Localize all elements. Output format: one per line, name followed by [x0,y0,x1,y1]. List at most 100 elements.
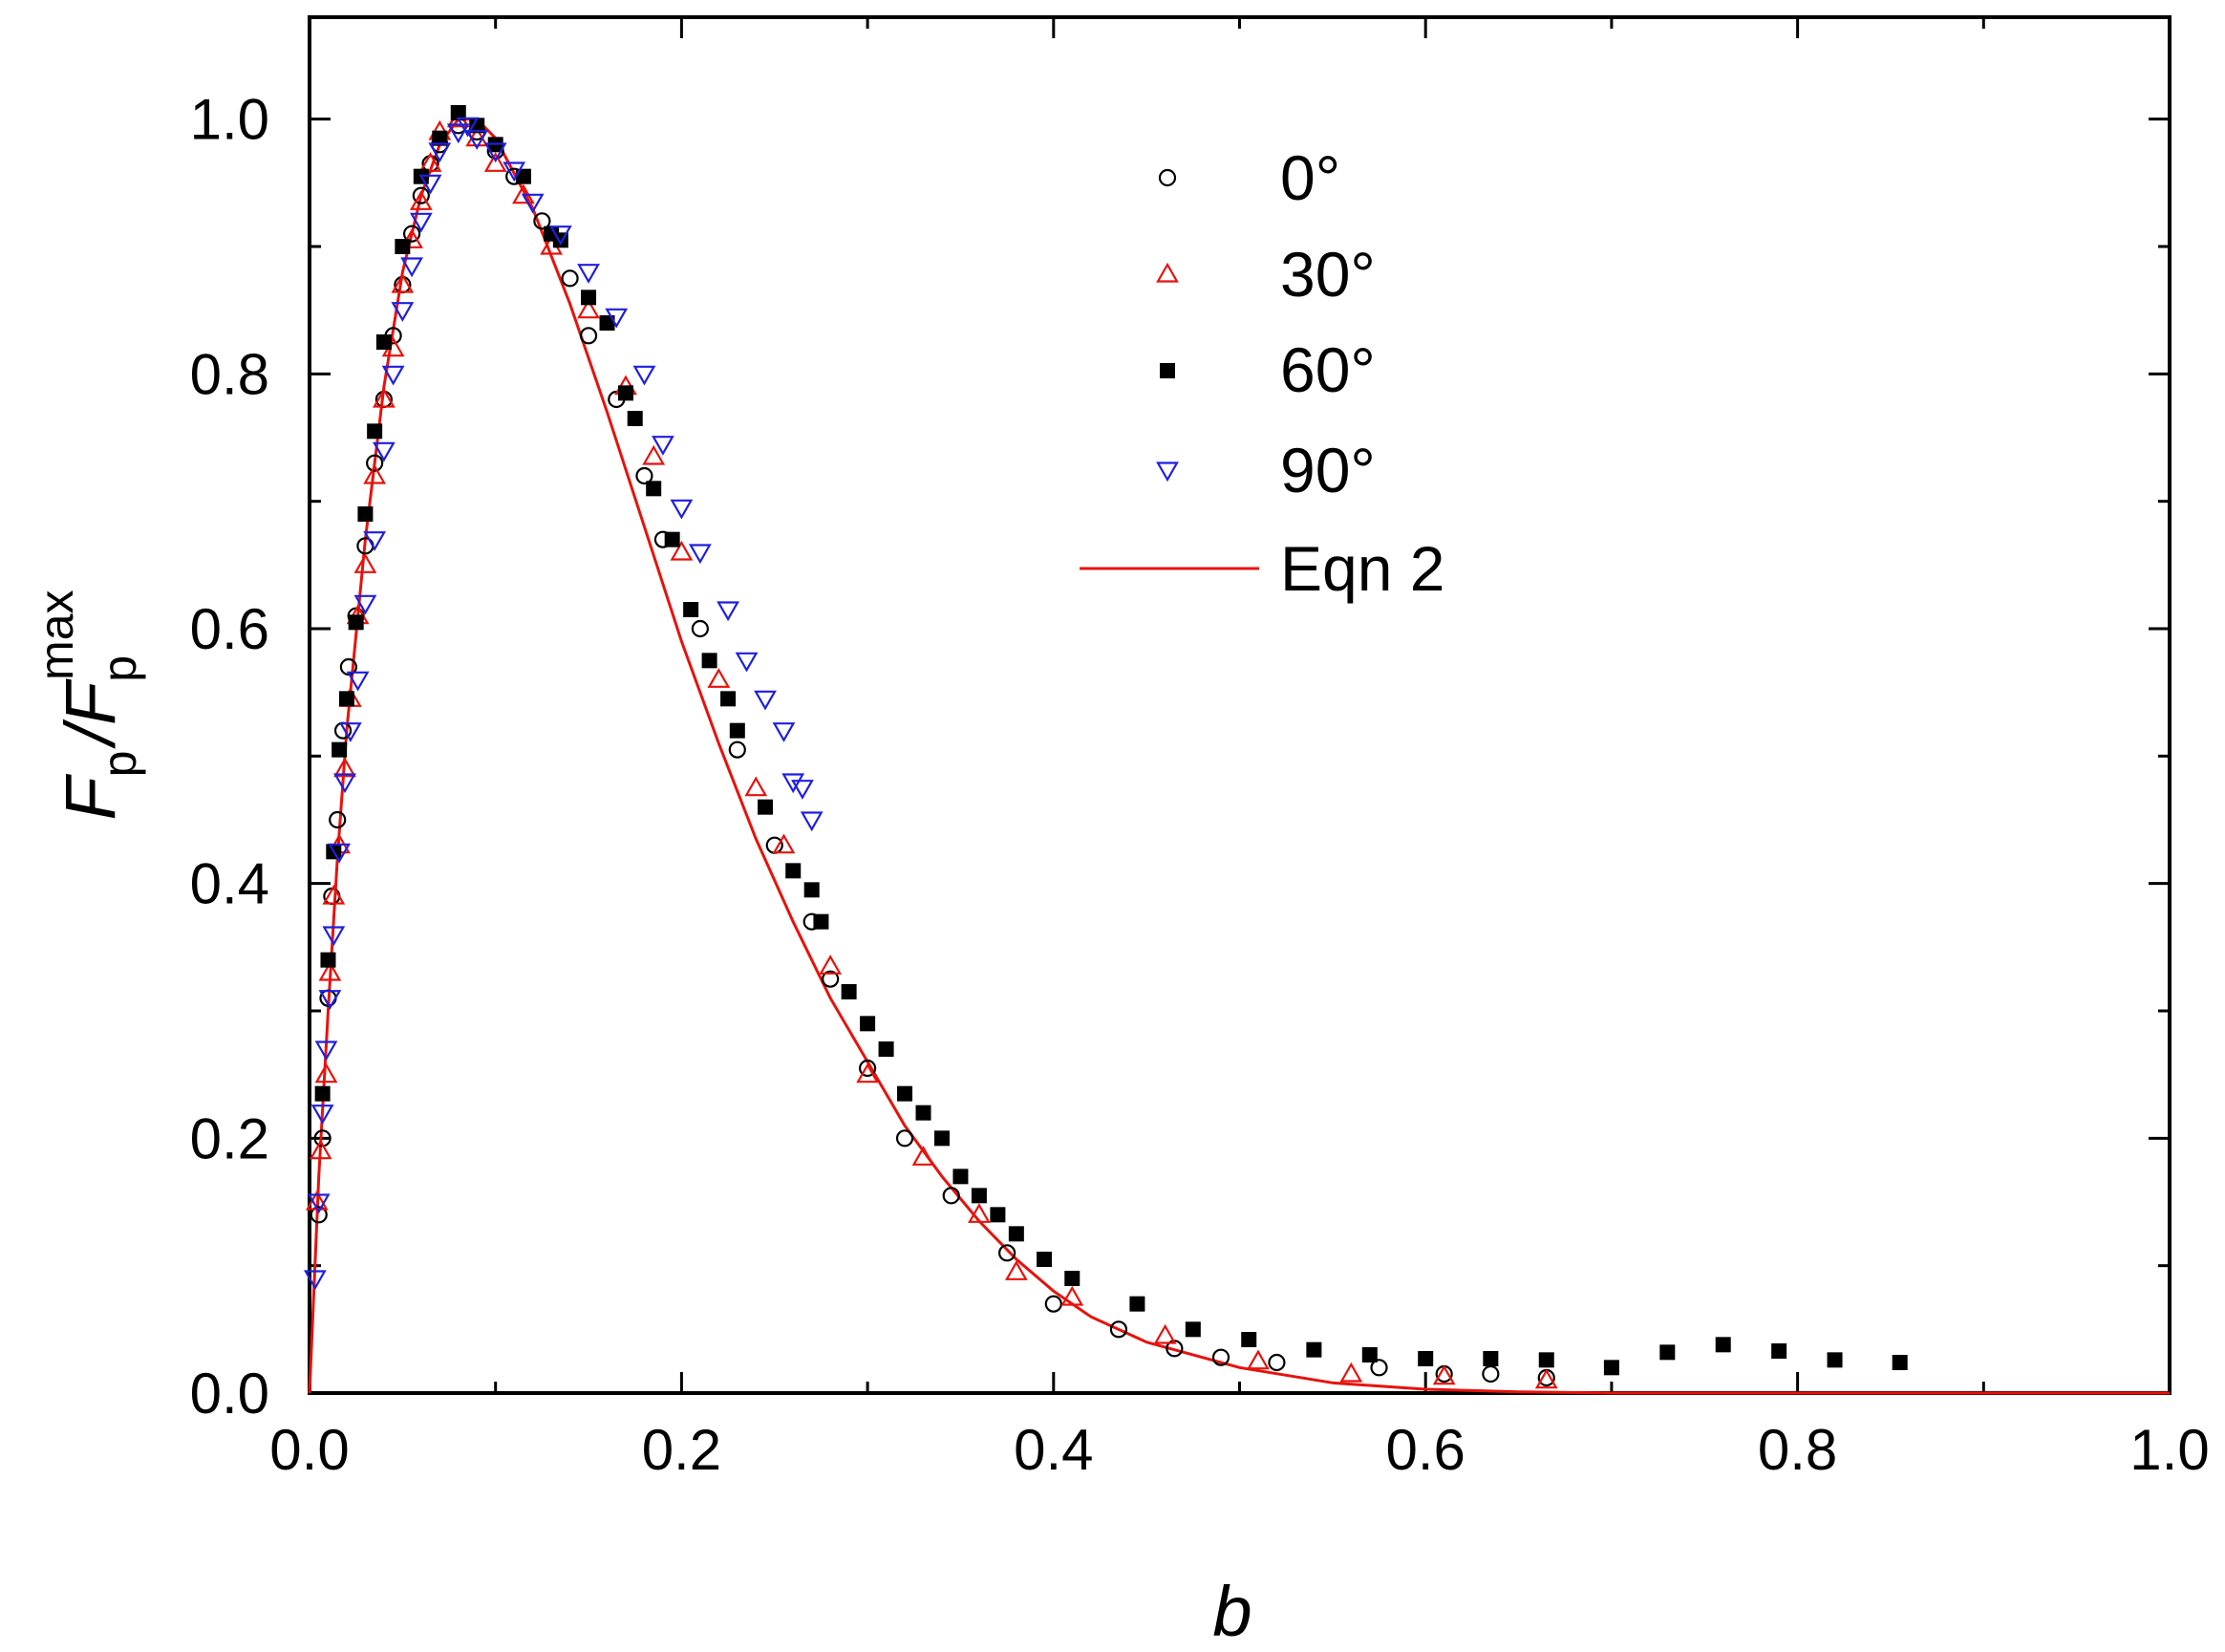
y-title-sub-2: p [93,655,146,682]
data-point-0 [561,269,579,288]
data-point-1 [819,955,843,975]
data-point-0 [1482,1364,1500,1384]
data-point-2 [450,105,466,120]
data-point-3 [503,161,526,182]
data-point-0 [579,327,598,345]
data-point-2 [878,1041,894,1057]
data-point-1 [483,152,507,172]
data-point-2 [646,481,662,497]
data-point-3 [346,671,370,692]
data-point-2 [469,118,485,134]
data-point-2 [952,1169,969,1185]
data-point-3 [521,193,545,214]
data-point-0 [402,225,421,243]
markers [303,105,1908,1389]
x-tick-label: 0.2 [642,1418,721,1482]
data-point-1 [333,757,356,778]
data-point-3 [307,1193,331,1214]
x-tick-label: 1.0 [2129,1418,2209,1482]
data-point-0 [1109,1320,1128,1339]
data-point-2 [617,385,633,401]
data-point-1 [1432,1364,1456,1385]
data-point-0 [310,1206,328,1224]
data-point-2 [1827,1352,1843,1368]
data-point-3 [605,308,629,329]
data-point-1 [363,463,387,484]
data-point-3 [456,117,480,138]
data-point-1 [1004,1260,1028,1280]
x-tick-label: 0.0 [269,1418,349,1482]
data-point-3 [391,302,415,322]
x-tick-label: 0.4 [1014,1418,1093,1482]
data-point-2 [1185,1321,1201,1338]
data-point-2 [971,1188,987,1204]
data-point-1 [318,960,342,981]
legend-label-0: 0° [1280,142,1340,213]
data-point-2 [1361,1347,1378,1362]
data-point-3 [688,544,712,565]
data-point-2 [729,722,745,739]
data-point-2 [1241,1332,1257,1347]
data-point-3 [310,1105,334,1125]
data-point-2 [627,411,643,426]
data-point-2 [367,423,383,440]
data-point-2 [1659,1344,1676,1361]
y-title-sup-2: max [30,590,83,679]
data-point-1 [314,1062,338,1083]
data-point-3 [303,1270,327,1291]
data-point-2 [1129,1296,1145,1312]
data-point-2 [803,882,820,898]
x-tick-label: 0.8 [1758,1418,1837,1482]
data-point-1 [772,833,796,854]
data-point-2 [1064,1271,1080,1286]
data-point-3 [652,436,674,456]
svg-text:Fp/Fpmax: Fp/Fpmax [30,590,146,820]
data-point-2 [897,1085,913,1102]
data-point-3 [418,174,442,195]
tick-labels: 0.0 0.2 0.4 0.6 0.8 1.0 0.0 0.2 0.4 0.6 0.8 1.0 [190,88,2210,1482]
y-axis-title: Fp/Fpmax [30,590,146,820]
data-point-1 [856,1062,879,1083]
data-point-2 [1771,1343,1787,1359]
data-point-0 [822,970,840,988]
ticks [308,17,2172,1395]
data-point-3 [717,601,739,622]
data-point-0 [728,740,746,759]
legend: 0° 30° 60° 90° Eqn 2 [1080,142,1444,604]
data-point-3 [322,926,346,947]
data-point-1 [577,298,600,319]
data-point-3 [632,365,656,386]
fit-line-eqn-2 [308,118,2170,1395]
plot-frame [308,15,2172,1395]
data-point-2 [581,290,597,306]
data-point-1 [911,1146,935,1166]
data-point-2 [1418,1351,1434,1366]
data-point-2 [860,1016,876,1032]
data-point-2 [1892,1355,1908,1370]
data-point-2 [320,952,336,968]
data-point-3 [483,142,507,163]
data-point-2 [1008,1226,1024,1242]
data-point-0 [998,1244,1016,1262]
data-point-1 [322,884,346,905]
data-point-1 [465,126,489,147]
data-point-1 [670,540,694,561]
legend-label-4: Eqn 2 [1280,533,1444,604]
data-point-1 [409,190,433,210]
y-title-symbol-2: F [51,678,130,725]
data-point-0 [412,186,430,204]
data-point-0 [1044,1295,1062,1313]
data-point-1 [1247,1349,1270,1370]
data-point-3 [791,780,814,800]
data-point-2 [395,239,411,254]
x-tick-label: 0.6 [1385,1418,1465,1482]
data-point-0 [329,810,347,829]
data-point-2 [720,691,737,707]
data-point-2 [664,531,680,547]
data-point-2 [915,1105,931,1121]
y-tick-label: 1.0 [190,88,269,152]
data-point-2 [1538,1352,1554,1368]
y-tick-label: 0.2 [190,1106,269,1170]
y-tick-label: 0.6 [190,597,269,661]
data-point-2 [375,334,392,350]
